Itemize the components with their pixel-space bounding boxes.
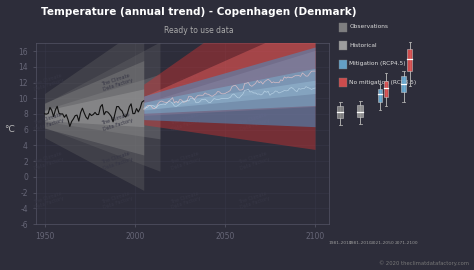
Text: Mitigation (RCP4.5): Mitigation (RCP4.5) [349, 61, 406, 66]
Text: The Climate
Data Factory: The Climate Data Factory [32, 151, 64, 171]
Text: The Climate
Data Factory: The Climate Data Factory [100, 112, 133, 132]
Text: The Climate
Data Factory: The Climate Data Factory [32, 112, 64, 132]
Text: The Climate
Data Factory: The Climate Data Factory [237, 112, 270, 132]
Text: The Climate
Data Factory: The Climate Data Factory [100, 191, 133, 210]
Text: The Climate
Data Factory: The Climate Data Factory [100, 73, 133, 92]
Text: 1981-2010: 1981-2010 [348, 241, 372, 245]
Text: The Climate
Data Factory: The Climate Data Factory [237, 191, 270, 210]
Text: Temperature (annual trend) - Copenhagen (Denmark): Temperature (annual trend) - Copenhagen … [41, 7, 357, 17]
Text: The Climate
Data Factory: The Climate Data Factory [237, 151, 270, 171]
Text: 2021-2050: 2021-2050 [371, 241, 395, 245]
Text: The Climate
Data Factory: The Climate Data Factory [169, 112, 201, 132]
Text: 1981-2010: 1981-2010 [328, 241, 352, 245]
Text: Ready to use data: Ready to use data [164, 26, 234, 35]
Text: No mitigation (RCP8.5): No mitigation (RCP8.5) [349, 80, 417, 85]
Text: Observations: Observations [349, 25, 388, 29]
Text: Historical: Historical [349, 43, 377, 48]
Text: The Climate
Data Factory: The Climate Data Factory [169, 73, 201, 92]
Text: © 2020 theclimatdatafactory.com: © 2020 theclimatdatafactory.com [379, 260, 469, 266]
Text: The Climate
Data Factory: The Climate Data Factory [32, 191, 64, 210]
Text: The Climate
Data Factory: The Climate Data Factory [100, 151, 133, 171]
Text: The Climate
Data Factory: The Climate Data Factory [169, 191, 201, 210]
Text: The Climate
Data Factory: The Climate Data Factory [237, 73, 270, 92]
Text: 2071-2100: 2071-2100 [395, 241, 419, 245]
Text: The Climate
Data Factory: The Climate Data Factory [169, 151, 201, 171]
Y-axis label: °C: °C [5, 125, 15, 134]
Text: The Climate
Data Factory: The Climate Data Factory [32, 73, 64, 92]
